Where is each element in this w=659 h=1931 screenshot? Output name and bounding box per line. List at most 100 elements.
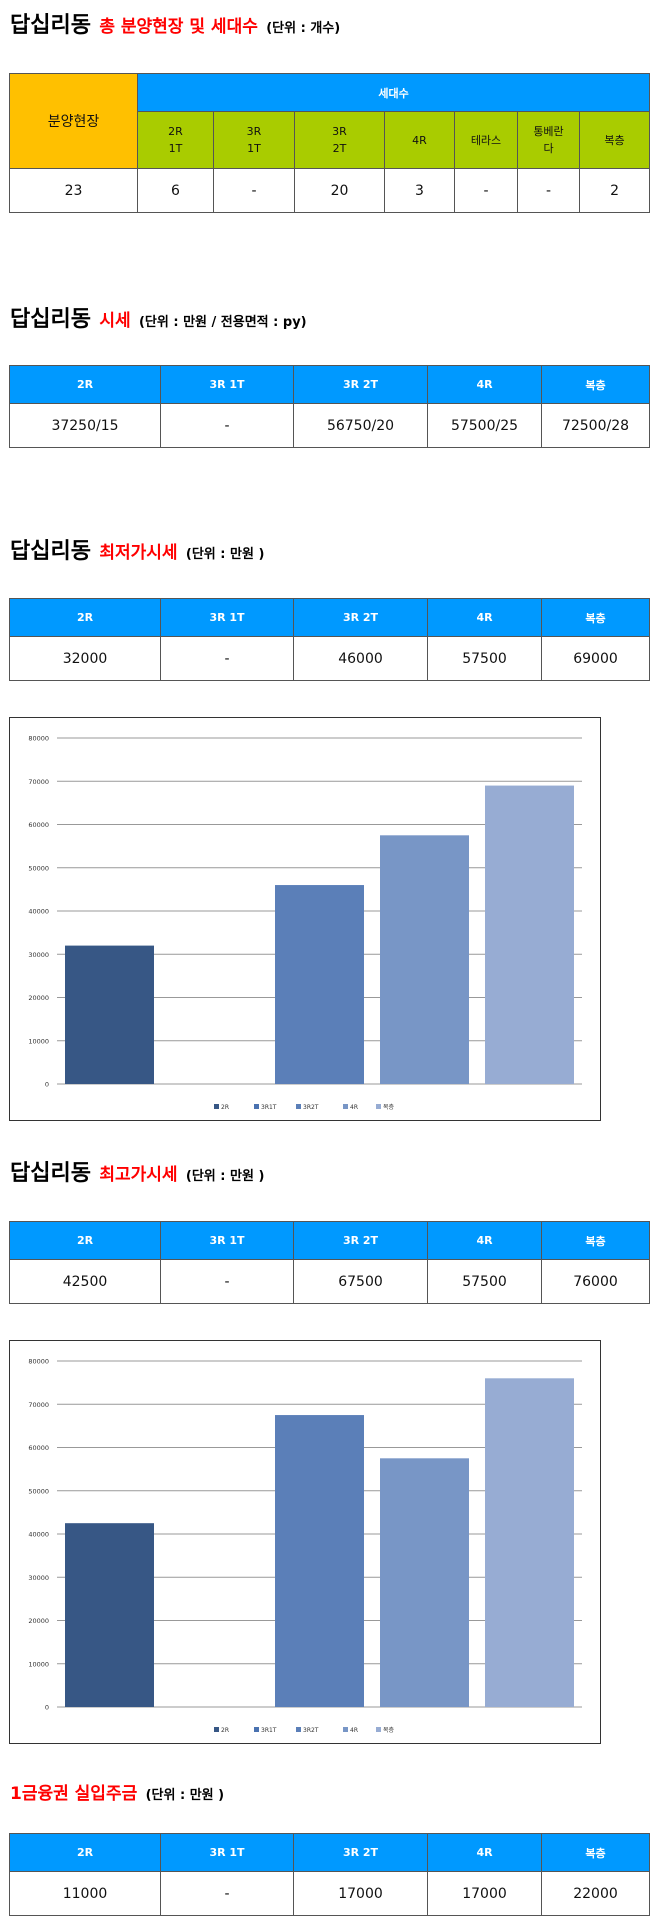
lowest-col-header: 3R 1T: [160, 598, 294, 637]
lowest-col-header: 2R: [9, 598, 161, 637]
y-tick-label: 30000: [28, 951, 49, 959]
legend-swatch: [343, 1104, 348, 1109]
y-tick-label: 20000: [28, 994, 49, 1002]
loan-col-header: 3R 1T: [160, 1833, 294, 1872]
market-title-unit: (단위 : 만원 / 전용면적 : py): [138, 315, 307, 330]
market-value-cell: 72500/28: [541, 403, 650, 448]
legend-swatch: [343, 1727, 348, 1732]
units-value-cell: 3: [384, 168, 455, 213]
y-tick-label: 60000: [28, 1444, 49, 1452]
highest-col-header: 3R 2T: [293, 1221, 428, 1260]
legend-swatch: [296, 1727, 301, 1732]
legend-label: 3R2T: [303, 1727, 319, 1734]
highest-title: 답십리동 최고가시세 (단위 : 만원 ): [10, 1160, 264, 1185]
loan-table: 2R 3R 1T 3R 2T 4R 복층 11000-17000 17000 22000: [9, 1833, 650, 1916]
highest-value-cell: 42500: [9, 1259, 161, 1304]
y-tick-label: 40000: [28, 908, 49, 916]
lowest-title: 답십리동 최저가시세 (단위 : 만원 ): [10, 538, 264, 563]
units-col-header: 3R 2T: [294, 111, 385, 169]
units-col-header: 복층: [578, 111, 651, 169]
lowest-value-cell: -: [160, 636, 294, 681]
units-group-header: 세대수: [136, 73, 651, 112]
lowest-value-cell: 46000: [293, 636, 428, 681]
bar-복층: [485, 1378, 574, 1707]
loan-col-header: 3R 2T: [293, 1833, 428, 1872]
highest-value-cell: 76000: [541, 1259, 650, 1304]
y-tick-label: 80000: [28, 1358, 49, 1366]
loan-title-unit: (단위 : 만원 ): [145, 1788, 225, 1803]
units-value-cell: 6: [137, 168, 214, 213]
legend-label: 2R: [221, 1727, 229, 1734]
legend-label: 3R1T: [261, 1104, 277, 1111]
lowest-title-unit: (단위 : 만원 ): [185, 547, 265, 562]
units-value-cell: 20: [294, 168, 385, 213]
market-value-cell: 56750/20: [293, 403, 428, 448]
units-col-header: 3R 1T: [213, 111, 295, 169]
bar-복층: [485, 785, 574, 1084]
highest-col-header: 4R: [427, 1221, 542, 1260]
units-col-header: 테라스: [454, 111, 518, 169]
lowest-value-cell: 69000: [541, 636, 650, 681]
market-col-header: 2R: [9, 365, 161, 404]
legend-label: 3R2T: [303, 1104, 319, 1111]
legend-label: 복층: [383, 1103, 395, 1111]
market-table: 2R 3R 1T 3R 2T 4R 복층 37250/15-56750/20 57500/2…: [9, 365, 650, 448]
units-title-unit: (단위 : 개수): [266, 21, 341, 36]
legend-label: 4R: [350, 1104, 358, 1111]
legend-swatch: [296, 1104, 301, 1109]
legend-label: 3R1T: [261, 1727, 277, 1734]
loan-title-red: 1금융권 실입주금: [10, 1784, 138, 1804]
units-column-row: 2R 1T 3R 1T 3R 2T 4R 테라스 통베란 다 복층: [10, 111, 651, 169]
lowest-col-header: 4R: [427, 598, 542, 637]
lowest-chart-svg: 0 10000 20000 30000 40000 50000 60000 70000 8000…: [28, 735, 582, 1111]
y-tick-label: 0: [45, 1704, 49, 1712]
market-col-header: 4R: [427, 365, 542, 404]
highest-chart: 0 10000 20000 30000 40000 50000 60000 70000 8000…: [9, 1340, 601, 1744]
market-col-header: 3R 1T: [160, 365, 294, 404]
legend-label: 4R: [350, 1727, 358, 1734]
highest-title-unit: (단위 : 만원 ): [185, 1169, 265, 1184]
y-tick-label: 50000: [28, 864, 49, 872]
highest-value-cell: 67500: [293, 1259, 428, 1304]
bar-4R: [380, 1458, 469, 1707]
units-value-row: 23 6-20 3- -2: [9, 168, 651, 213]
legend-label: 복층: [383, 1726, 395, 1734]
y-tick-label: 20000: [28, 1617, 49, 1625]
market-title-main: 답십리동: [10, 307, 91, 332]
bar-3R2T: [275, 885, 364, 1084]
legend-swatch: [214, 1727, 219, 1732]
units-table: 분양현장 세대수 2R 1T 3R 1T 3R 2T 4R 테라스 통베란 다 복층 23 …: [9, 73, 651, 213]
bar-3R2T: [275, 1415, 364, 1707]
y-tick-label: 50000: [28, 1487, 49, 1495]
legend-swatch: [254, 1727, 259, 1732]
market-col-header: 복층: [541, 365, 650, 404]
highest-col-header: 2R: [9, 1221, 161, 1260]
units-left-header: 분양현장: [9, 73, 138, 169]
legend-label: 2R: [221, 1104, 229, 1111]
units-col-header: 2R 1T: [137, 111, 214, 169]
market-value-cell: 57500/25: [427, 403, 542, 448]
y-tick-label: 0: [45, 1081, 49, 1089]
units-value-cell: -: [213, 168, 295, 213]
loan-col-header: 복층: [541, 1833, 650, 1872]
units-value-cell: 2: [578, 168, 651, 213]
loan-title: 1금융권 실입주금 (단위 : 만원 ): [10, 1779, 224, 1803]
units-value-cell: -: [517, 168, 580, 213]
highest-chart-svg: 0 10000 20000 30000 40000 50000 60000 70000 8000…: [28, 1358, 582, 1734]
market-title: 답십리동 시세 (단위 : 만원 / 전용면적 : py): [10, 306, 307, 331]
highest-col-header: 3R 1T: [160, 1221, 294, 1260]
lowest-title-main: 답십리동: [10, 539, 91, 564]
y-tick-label: 10000: [28, 1660, 49, 1668]
loan-value-cell: 11000: [9, 1871, 161, 1916]
lowest-col-header: 3R 2T: [293, 598, 428, 637]
y-tick-label: 30000: [28, 1574, 49, 1582]
loan-value-cell: -: [160, 1871, 294, 1916]
units-title-main: 답십리동: [10, 13, 91, 38]
lowest-col-header: 복층: [541, 598, 650, 637]
units-col-header: 4R: [384, 111, 455, 169]
units-value-cell: -: [454, 168, 518, 213]
loan-col-header: 4R: [427, 1833, 542, 1872]
lowest-chart: 0 10000 20000 30000 40000 50000 60000 70000 8000…: [9, 717, 601, 1121]
lowest-table: 2R 3R 1T 3R 2T 4R 복층 32000-46000 57500 69000: [9, 598, 650, 681]
units-title: 답십리동 총 분양현장 및 세대수 (단위 : 개수): [10, 12, 340, 37]
